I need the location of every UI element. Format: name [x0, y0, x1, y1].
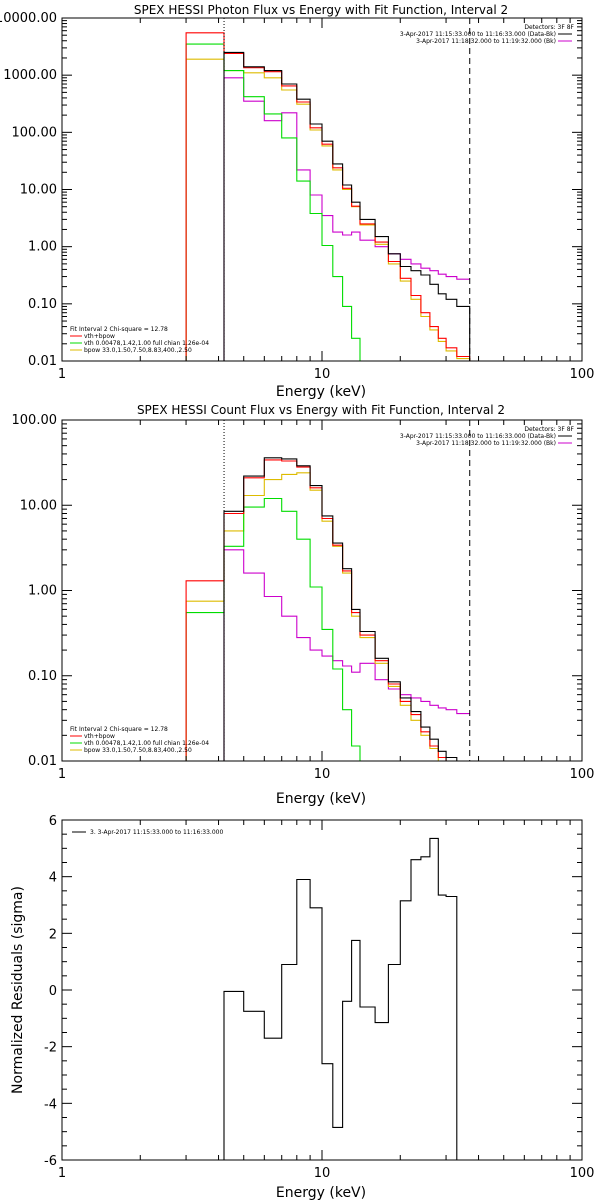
- legend-entry: Fit Interval 2 Chi-square = 12.78: [70, 726, 168, 733]
- legend-top-right: Detectors: 3F 8F3-Apr-2017 11:15:33.000 …: [400, 24, 575, 45]
- residuals-xlabel: Energy (keV): [276, 1185, 366, 1200]
- legend-entry: Fit Interval 2 Chi-square = 12.78: [70, 326, 168, 333]
- data-layer: [185, 457, 470, 761]
- y-tick-label: 0: [49, 984, 57, 999]
- legend-residuals: 3. 3-Apr-2017 11:15:33.000 to 11:16:33.0…: [72, 829, 223, 836]
- chart-panel-2: 1 10 100 0.01 0.10 1.00 10.00 100.00 Detectors: …: [12, 413, 595, 782]
- y-tick-label: 1.00: [28, 240, 57, 255]
- x-tick-label: 1: [58, 1166, 66, 1181]
- legend-entry: bpow 33.0,1.50,7.50,8.83,400.,2.50: [84, 347, 192, 354]
- x-tick-label: 1: [58, 767, 66, 782]
- photon-flux-xlabel: Energy (keV): [276, 384, 366, 400]
- legend-entry: 3-Apr-2017 11:15:33.000 to 11:16:33.000 …: [400, 433, 556, 440]
- x-tick-label: 100: [570, 367, 595, 382]
- y-tick-label: -4: [44, 1097, 57, 1112]
- photon-flux-title: SPEX HESSI Photon Flux vs Energy with Fi…: [134, 3, 508, 17]
- legend-entry: vth 0.00478,1.42,1.00 full chian 1.26e-0…: [84, 340, 209, 347]
- series-fit_sum: [185, 32, 471, 361]
- count-flux-title: SPEX HESSI Count Flux vs Energy with Fit…: [137, 403, 505, 417]
- legend-entry: vth+bpow: [84, 333, 115, 340]
- legend-entry: bpow 33.0,1.50,7.50,8.83,400.,2.50: [84, 747, 192, 754]
- count-flux-xlabel: Energy (keV): [276, 791, 366, 807]
- y-tick-label: 100.00: [12, 413, 58, 428]
- x-tick-label: 100: [570, 767, 595, 782]
- y-tick-label: 0.10: [28, 297, 57, 312]
- chart-panel-3: 1 10 100 -6 -4 -2 0 2 4 6 3. 3-Apr-2017 11:15:33.0…: [44, 814, 594, 1181]
- series-total: [223, 837, 458, 1160]
- y-tick-label: 6: [49, 814, 57, 829]
- x-tick-label: 100: [570, 1166, 595, 1181]
- series-data: [223, 549, 470, 761]
- x-tick-label: 10: [314, 767, 331, 782]
- y-tick-label: 0.10: [28, 669, 57, 684]
- legend-bottom-left: Fit Interval 2 Chi-square = 12.78vth+bpo…: [70, 326, 209, 354]
- chart-panel-1: 1 10 100 0.01 0.10 1.00 10.00 100.00 1000.00 1000…: [0, 11, 594, 382]
- legend-entry: 3-Apr-2017 11:18:32.000 to 11:19:32.000 …: [416, 38, 556, 45]
- y-tick-label: 4: [49, 871, 57, 886]
- y-tick-label: 10.00: [20, 498, 57, 513]
- legend-entry: 3-Apr-2017 11:18:32.000 to 11:19:32.000 …: [416, 440, 556, 447]
- legend-entry: vth 0.00478,1.42,1.00 full chian 1.26e-0…: [84, 740, 209, 747]
- y-tick-label: 10000.00: [0, 11, 57, 26]
- series-total: [223, 457, 458, 761]
- data-layer: [185, 32, 471, 361]
- y-tick-label: -6: [44, 1154, 57, 1169]
- x-tick-label: 10: [314, 1166, 331, 1181]
- legend-entry: vth+bpow: [84, 733, 115, 740]
- legend-entry: Detectors: 3F 8F: [524, 24, 574, 31]
- y-tick-label: 0.01: [28, 354, 57, 369]
- legend-entry: Detectors: 3F 8F: [524, 426, 574, 433]
- y-tick-label: 0.01: [28, 754, 57, 769]
- x-tick-label: 10: [314, 367, 331, 382]
- legend-entry: 3. 3-Apr-2017 11:15:33.000 to 11:16:33.0…: [90, 829, 223, 836]
- y-tick-label: 100.00: [12, 125, 58, 140]
- legend-bottom-left: Fit Interval 2 Chi-square = 12.78vth+bpo…: [70, 726, 209, 754]
- y-tick-label: 1000.00: [3, 68, 57, 83]
- series-total: [223, 51, 471, 361]
- residuals-ylabel: Normalized Residuals (sigma): [10, 886, 26, 1094]
- legend-entry: 3-Apr-2017 11:15:33.000 to 11:16:33.000 …: [400, 31, 556, 38]
- y-tick-label: 10.00: [20, 183, 57, 198]
- data-layer: [223, 837, 458, 1160]
- legend-top-right: Detectors: 3F 8F3-Apr-2017 11:15:33.000 …: [400, 426, 575, 447]
- y-tick-label: 1.00: [28, 584, 57, 599]
- x-tick-label: 1: [58, 367, 66, 382]
- series-vth: [185, 43, 376, 361]
- series-vth: [185, 497, 376, 761]
- y-tick-label: -2: [44, 1041, 57, 1056]
- y-tick-label: 2: [49, 927, 57, 942]
